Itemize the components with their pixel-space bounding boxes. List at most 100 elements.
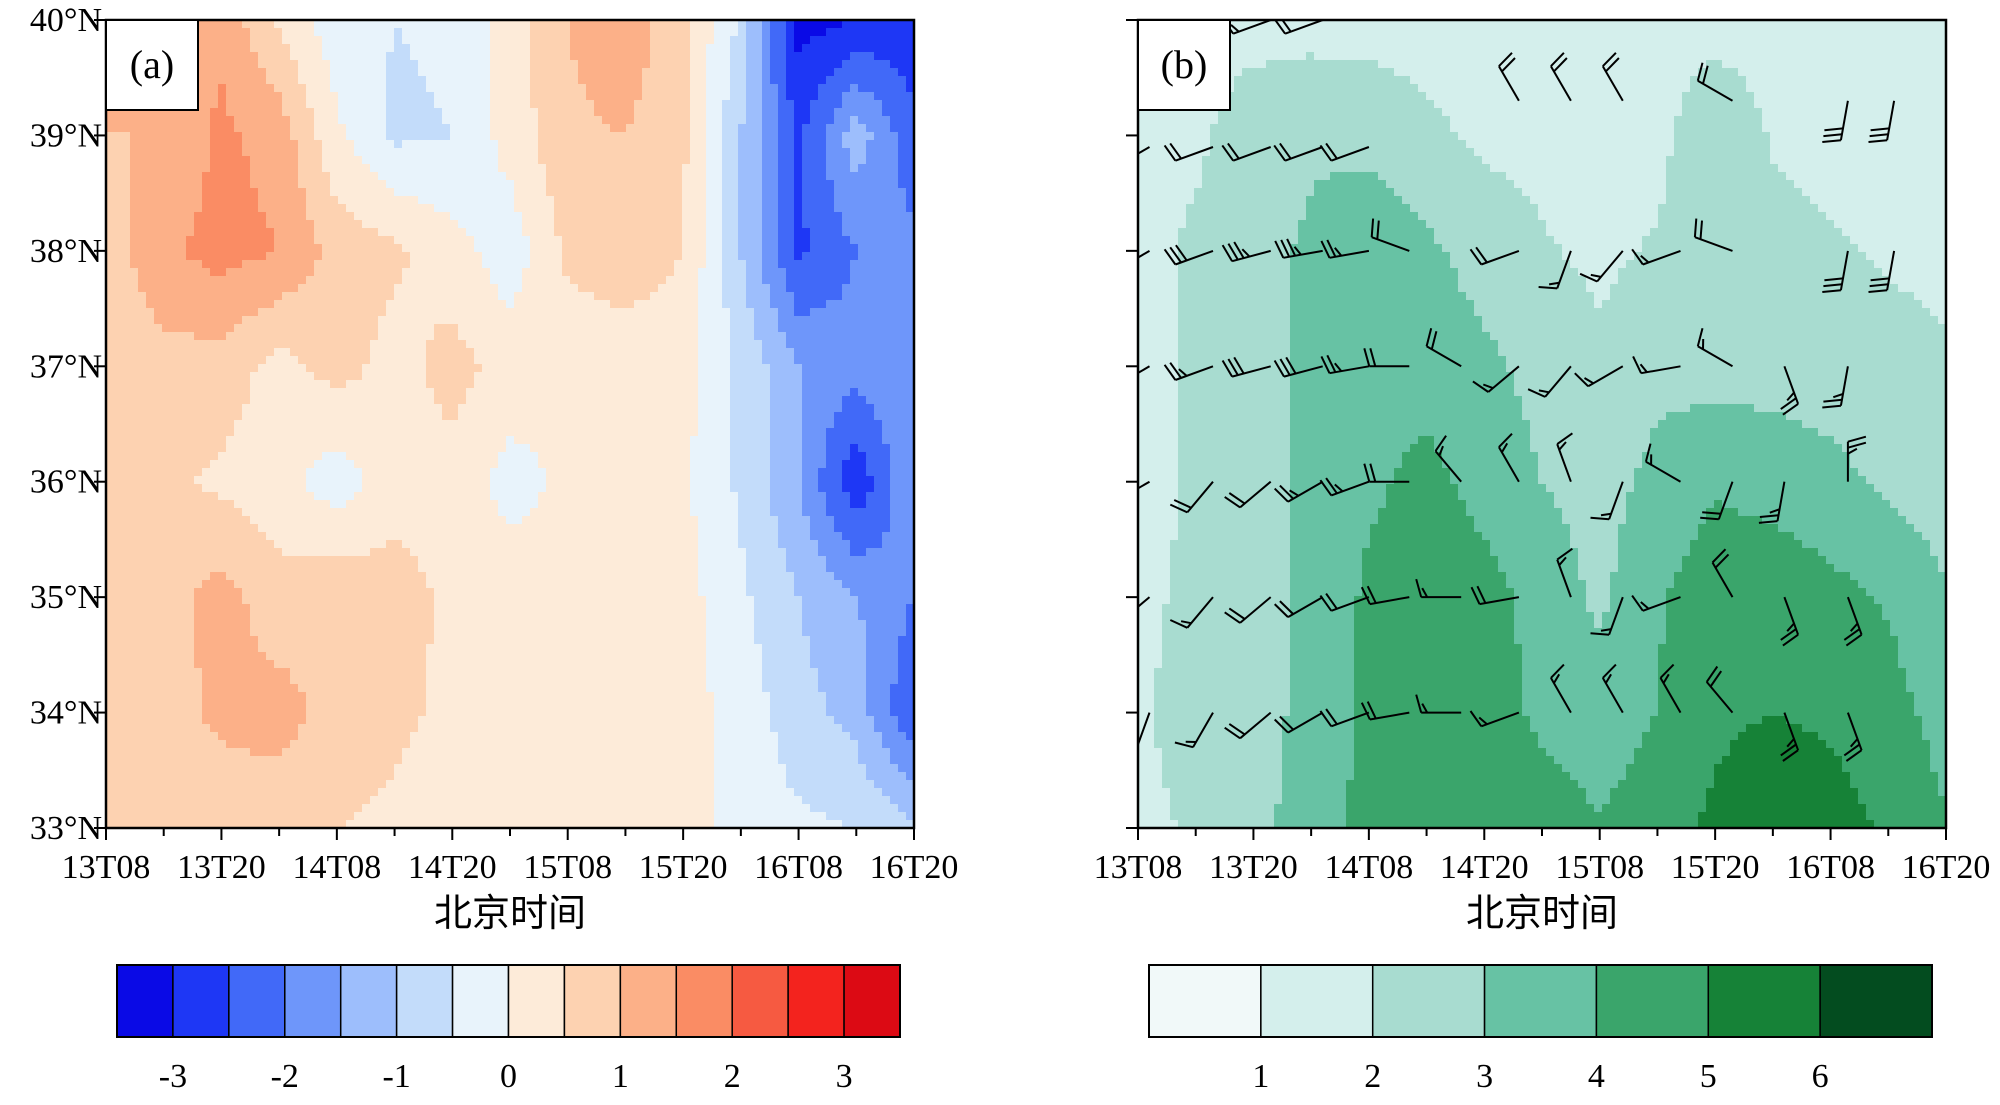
contour-cell [546,140,555,149]
contour-cell [538,100,547,109]
contour-cell [714,300,723,309]
contour-cell [634,84,643,93]
contour-cell [698,132,707,141]
contour-cell [474,388,483,397]
contour-cell [266,92,275,101]
contour-cell [170,340,179,349]
contour-cell [442,388,451,397]
contour-cell [218,404,227,413]
contour-cell [786,388,795,397]
contour-cell [530,20,539,29]
contour-cell [658,100,667,109]
contour-cell [266,292,275,301]
contour-cell [282,332,291,341]
contour-cell [586,212,595,221]
contour-cell [730,404,739,413]
contour-cell [714,100,723,109]
contour-cell [626,164,635,173]
contour-cell [170,124,179,133]
contour-cell [402,316,411,325]
contour-cell [602,84,611,93]
contour-cell [890,404,899,413]
contour-cell [242,180,251,189]
contour-cell [602,236,611,245]
contour-cell [178,364,187,373]
contour-cell [410,60,419,69]
contour-cell [234,236,243,245]
contour-cell [674,84,683,93]
contour-cell [722,180,731,189]
contour-cell [538,388,547,397]
contour-cell [530,164,539,173]
contour-cell [610,300,619,309]
contour-cell [898,44,907,53]
contour-cell [570,284,579,293]
contour-cell [418,140,427,149]
contour-cell [898,356,907,365]
contour-cell [386,156,395,165]
contour-cell [578,236,587,245]
contour-cell [602,100,611,109]
contour-cell [114,404,123,413]
contour-cell [354,220,363,229]
contour-cell [346,204,355,213]
contour-cell [346,380,355,389]
contour-cell [658,156,667,165]
contour-cell [426,244,435,253]
contour-cell [730,228,739,237]
contour-cell [754,220,763,229]
contour-cell [434,324,443,333]
contour-cell [418,28,427,37]
contour-cell [890,148,899,157]
contour-cell [322,204,331,213]
contour-cell [762,52,771,61]
contour-cell [306,332,315,341]
contour-cell [562,348,571,357]
contour-cell [810,268,819,277]
contour-cell [522,348,531,357]
contour-cell [282,324,291,333]
contour-cell [370,396,379,405]
contour-cell [282,164,291,173]
contour-cell [402,380,411,389]
contour-cell [442,76,451,85]
contour-cell [826,60,835,69]
contour-cell [314,308,323,317]
contour-cell [450,316,459,325]
contour-cell [490,100,499,109]
contour-cell [866,28,875,37]
contour-cell [834,260,843,269]
contour-cell [682,52,691,61]
contour-cell [474,212,483,221]
contour-cell [458,52,467,61]
contour-cell [794,372,803,381]
contour-cell [322,116,331,125]
contour-cell [834,212,843,221]
contour-cell [282,148,291,157]
contour-cell [186,276,195,285]
contour-cell [746,372,755,381]
contour-cell [802,364,811,373]
contour-cell [554,44,563,53]
contour-cell [314,60,323,69]
contour-cell [554,348,563,357]
contour-cell [586,116,595,125]
contour-cell [706,404,715,413]
contour-cell [258,204,267,213]
contour-cell [386,372,395,381]
contour-cell [490,268,499,277]
contour-cell [602,196,611,205]
contour-cell [546,356,555,365]
contour-cell [570,60,579,69]
contour-cell [346,348,355,357]
contour-cell [178,156,187,165]
contour-cell [730,396,739,405]
contour-cell [802,20,811,29]
contour-cell [498,140,507,149]
contour-cell [530,36,539,45]
contour-cell [674,188,683,197]
contour-cell [450,308,459,317]
contour-cell [858,380,867,389]
contour-cell [738,52,747,61]
contour-cell [186,404,195,413]
